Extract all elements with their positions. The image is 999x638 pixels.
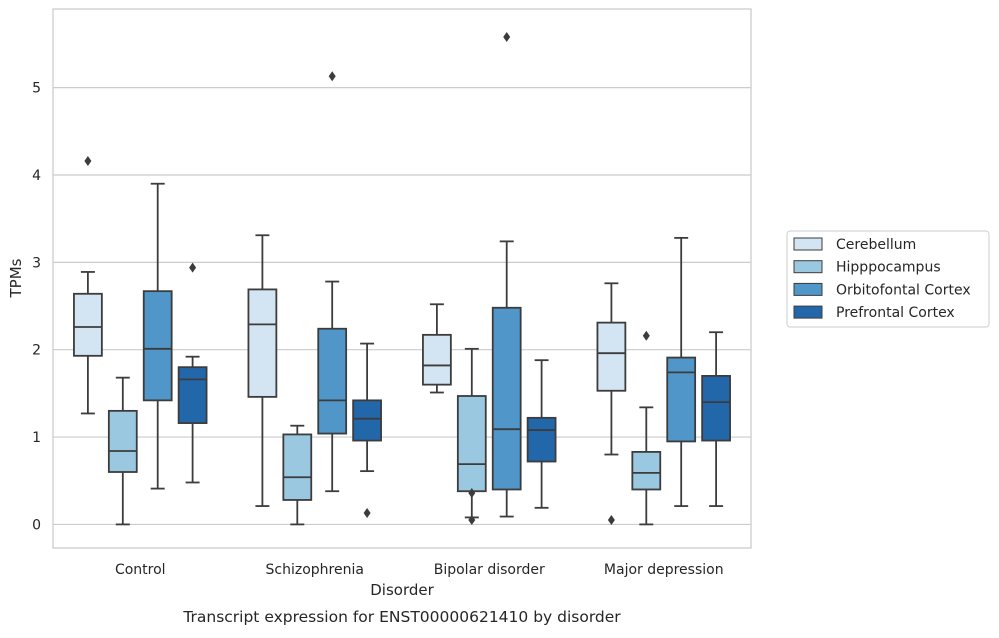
box-1-0 (247, 234, 278, 507)
y-tick-label: 3 (32, 255, 41, 271)
box-body (666, 356, 697, 443)
outlier-point (642, 330, 650, 341)
box-1-2 (317, 71, 348, 493)
box-1-3 (352, 342, 382, 519)
box-0-2 (142, 182, 173, 490)
box-body (491, 306, 522, 491)
box-body (596, 321, 627, 392)
legend-items: Cerebellum Hipppocampus Orbitofontal Corte… (793, 237, 971, 321)
box-body (247, 288, 278, 398)
box-body (456, 395, 487, 493)
outlier-point (607, 515, 615, 526)
x-tick-label: Schizophrenia (266, 562, 364, 578)
legend-label: Orbitofontal Cortex (836, 282, 971, 298)
legend-label: Prefrontal Cortex (836, 305, 955, 321)
box-3-2 (666, 236, 697, 507)
box-body (631, 451, 662, 491)
x-tick-label: Major depression (604, 562, 724, 578)
box-2-0 (422, 303, 452, 394)
box-body (73, 292, 103, 357)
box-body (107, 409, 138, 473)
y-tick-labels: 0 1 2 3 4 5 (32, 81, 41, 534)
y-tick-label: 1 (32, 430, 41, 446)
boxes (73, 31, 731, 526)
outlier-point (328, 71, 336, 82)
box-3-0 (596, 282, 627, 526)
x-tick-label: Control (115, 562, 166, 578)
box-body (317, 327, 348, 435)
legend-frame (786, 230, 990, 328)
legend-swatch (793, 282, 823, 296)
y-axis-label: TPMs (7, 258, 25, 298)
outlier-point (503, 31, 511, 42)
box-2-1 (456, 347, 487, 526)
x-axis-label: Disorder (370, 581, 434, 599)
legend: Cerebellum Hipppocampus Orbitofontal Corte… (786, 230, 990, 328)
box-3-1 (631, 330, 662, 526)
box-3-3 (701, 331, 731, 507)
y-tick-label: 2 (32, 343, 41, 359)
box-1-1 (282, 424, 313, 526)
box-body (352, 399, 382, 442)
box-body (701, 375, 731, 442)
box-body (422, 333, 452, 386)
outlier-point (468, 487, 476, 498)
outlier-point (363, 508, 371, 519)
box-0-1 (107, 376, 138, 526)
outlier-point (84, 156, 92, 167)
y-tick-label: 5 (32, 81, 41, 97)
legend-swatch (793, 237, 823, 251)
box-body (177, 366, 208, 424)
legend-label: Cerebellum (836, 237, 916, 253)
box-body (142, 290, 173, 402)
y-tick-label: 0 (32, 517, 41, 533)
plot-frame (52, 8, 752, 549)
y-tick-label: 4 (32, 168, 41, 184)
outlier-point (189, 262, 197, 273)
x-tick-labels: Control Schizophrenia Bipolar disorder Majo… (115, 562, 724, 578)
chart-caption: Transcript expression for ENST0000062141… (182, 608, 621, 626)
legend-swatch (793, 305, 823, 319)
box-body (526, 416, 557, 463)
box-2-3 (526, 359, 557, 509)
x-tick-label: Bipolar disorder (434, 562, 545, 578)
box-0-3 (177, 262, 208, 484)
legend-swatch (793, 260, 823, 274)
legend-label: Hipppocampus (836, 260, 941, 276)
box-0-0 (73, 156, 103, 415)
box-2-2 (491, 31, 522, 518)
outlier-point (468, 515, 476, 526)
box-body (282, 433, 313, 501)
